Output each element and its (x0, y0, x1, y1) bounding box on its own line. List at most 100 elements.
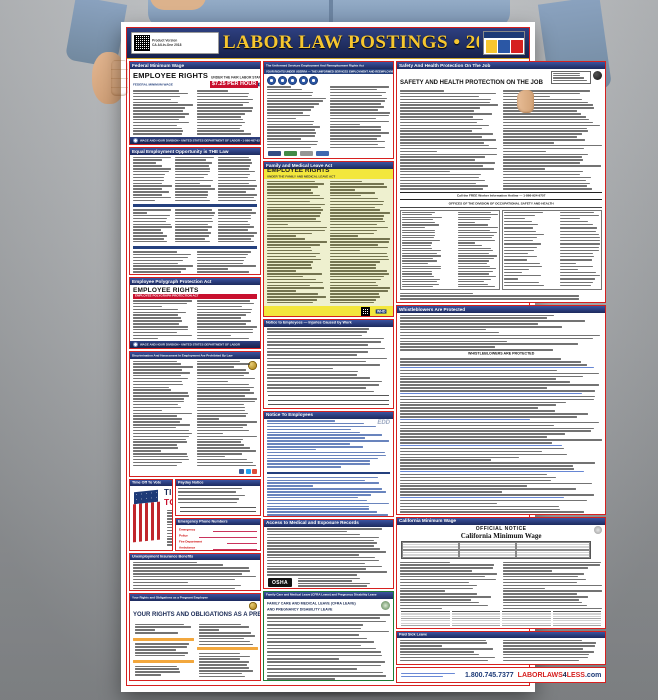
sim-text-line (132, 380, 183, 383)
sim-text-line (266, 229, 325, 232)
sim-text-line (266, 668, 358, 670)
sim-text-line (132, 302, 187, 305)
sim-text-line (330, 97, 388, 100)
sim-text-line (217, 159, 252, 161)
section-header-label: Family Care and Medical Leave (CFRA Leav… (266, 593, 377, 597)
sim-text-line (196, 409, 246, 412)
sim-text-line (132, 412, 192, 415)
fmla-title-band: EMPLOYEE RIGHTS UNDER THE FAMILY AND MED… (264, 166, 393, 179)
sim-text-line (135, 632, 178, 634)
sim-text-line (402, 226, 425, 229)
sim-text-line (399, 505, 559, 508)
sim-text-line (132, 392, 189, 394)
hotline-text: Call the FREE Worker Information Hotline… (456, 194, 546, 198)
product-version-label: Product Version CA All-In-One 2018 (131, 32, 219, 54)
sim-text-line (560, 246, 599, 248)
sim-text-line (175, 223, 209, 226)
sim-text-line (217, 226, 254, 228)
sim-text-line (217, 235, 255, 237)
sim-text-line (560, 272, 596, 274)
sim-text-line (175, 162, 212, 164)
sim-text-line (399, 502, 498, 505)
twitter-icon (245, 469, 251, 474)
sim-text-line (196, 121, 246, 124)
sim-text-line (132, 308, 179, 311)
sim-text-line (266, 364, 380, 366)
sim-text-line (217, 223, 250, 226)
sim-text-line (196, 262, 244, 265)
sim-text-line (266, 88, 302, 91)
sim-text-line (502, 642, 596, 644)
sim-text-line (502, 136, 577, 138)
sim-text-line (266, 132, 317, 134)
ballot-box-flag-art (132, 488, 162, 548)
sim-text-line (502, 159, 583, 161)
fine-print (264, 327, 393, 393)
sim-text-line (132, 90, 180, 92)
ca-min-wage-title: California Minimum Wage (460, 532, 542, 540)
fine-print (130, 89, 260, 138)
sim-text-line (266, 194, 320, 197)
sim-text-line (175, 235, 209, 237)
sim-text-line (166, 544, 172, 546)
sim-text-line (399, 424, 554, 427)
sim-text-line (266, 542, 377, 544)
fine-print (397, 291, 605, 302)
sim-text-line (458, 242, 475, 244)
sim-text-line (196, 429, 249, 432)
sim-text-line (196, 311, 252, 314)
sim-text-line (199, 637, 244, 640)
person-right-thumb (517, 90, 534, 113)
sim-text-line (266, 331, 368, 333)
sim-text-line (399, 645, 443, 647)
sim-text-line (402, 286, 433, 288)
branch-seal-icon (309, 75, 318, 85)
sim-text-line (266, 281, 324, 284)
sim-text-line (132, 587, 236, 590)
sim-text-line (399, 334, 601, 337)
sim-text-line (196, 435, 258, 438)
heading-title: EMPLOYEE RIGHTS (133, 286, 199, 294)
sim-text-line (132, 461, 183, 464)
sim-text-line (266, 209, 323, 211)
sim-text-line (504, 281, 540, 283)
sim-text-line (266, 548, 381, 550)
fmla-title: EMPLOYEE RIGHTS (267, 166, 330, 174)
sim-text-line (402, 255, 441, 257)
sim-text-line (217, 229, 248, 231)
fine-print (197, 622, 258, 646)
sim-text-line (132, 271, 182, 273)
sim-text-line (458, 260, 489, 262)
sim-text-line (458, 245, 482, 247)
sim-text-line (132, 101, 178, 104)
sim-text-line (402, 219, 434, 221)
sim-text-line (217, 176, 248, 179)
sim-text-line (560, 284, 591, 286)
sim-text-line (266, 664, 382, 667)
sim-text-line (266, 647, 376, 650)
section-header: Family Care and Medical Leave (CFRA Leav… (264, 592, 393, 599)
fine-print (133, 664, 194, 678)
sim-text-line (166, 526, 172, 529)
sim-text-line (175, 156, 215, 158)
sim-text-line (175, 194, 208, 196)
sim-text-line (196, 323, 246, 325)
sim-text-line (132, 424, 190, 426)
sim-text-line (132, 409, 163, 412)
sim-text-line (132, 429, 189, 432)
sim-text-line (399, 439, 603, 441)
offices-title: OFFICES OF THE DIVISION OF OCCUPATIONAL … (448, 202, 554, 206)
sim-text-line (266, 377, 371, 379)
sim-text-line (266, 138, 302, 140)
sim-text-line (553, 74, 580, 77)
dol-seal-icon (133, 342, 138, 347)
sim-text-line (199, 629, 219, 631)
sim-text-line (399, 104, 498, 106)
sim-text-line (266, 675, 387, 677)
sim-text-line (399, 436, 547, 438)
column-right: Safety And Health Protection On The Job … (396, 61, 607, 683)
wage-value: $7.25 PER HOUR (209, 80, 259, 88)
sim-text-line (502, 596, 588, 598)
sim-text-line (399, 470, 585, 473)
fine-print (130, 299, 260, 342)
